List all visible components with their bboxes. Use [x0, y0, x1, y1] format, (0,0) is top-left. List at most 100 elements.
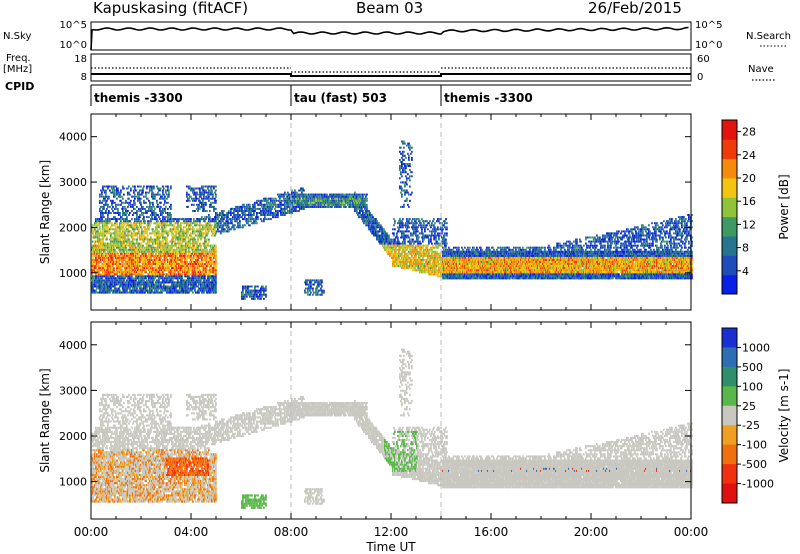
power-cell	[189, 245, 191, 247]
power-cell	[256, 222, 258, 224]
power-cell	[149, 249, 151, 251]
power-cell	[204, 284, 206, 286]
power-cell	[99, 226, 101, 228]
power-cell	[115, 208, 117, 210]
power-cell	[136, 239, 138, 241]
power-cell	[210, 265, 212, 267]
power-cell	[104, 249, 106, 251]
power-cell	[124, 206, 126, 208]
power-cell	[215, 265, 217, 267]
power-cell	[203, 194, 205, 196]
power-cell	[160, 206, 162, 208]
power-cell	[148, 222, 150, 224]
power-cell	[125, 208, 127, 210]
power-cell	[156, 186, 158, 188]
power-cell	[118, 284, 120, 286]
power-cell	[107, 269, 109, 271]
power-cell	[215, 286, 217, 288]
power-cell	[148, 192, 150, 194]
power-cell	[251, 296, 253, 298]
power-cell	[102, 200, 104, 202]
power-cell	[180, 226, 182, 228]
power-cell	[109, 228, 111, 230]
power-cell	[157, 192, 159, 194]
power-cell	[161, 196, 163, 198]
power-cell	[133, 243, 135, 245]
power-cell	[98, 259, 100, 261]
power-cell	[160, 198, 162, 200]
power-cell	[172, 269, 174, 271]
power-cell	[179, 288, 181, 290]
power-cell	[138, 226, 140, 228]
power-cell	[112, 210, 114, 212]
power-cell	[154, 290, 156, 292]
power-cell	[261, 212, 263, 214]
power-cell	[113, 232, 115, 234]
power-cell	[258, 200, 260, 202]
power-cell	[178, 245, 180, 247]
power-cell	[312, 288, 314, 290]
power-cell	[171, 243, 173, 245]
power-cell	[203, 226, 205, 228]
power-cell	[252, 208, 254, 210]
power-cell	[203, 249, 205, 251]
power-cell	[184, 220, 186, 222]
power-cell	[207, 253, 209, 255]
power-cell	[199, 220, 201, 222]
power-cell	[275, 216, 277, 218]
power-cell	[135, 253, 137, 255]
power-cell	[169, 257, 171, 259]
power-cell	[157, 290, 159, 292]
power-cell	[186, 263, 188, 265]
power-cell	[97, 230, 99, 232]
power-cell	[158, 226, 160, 228]
power-cell	[108, 196, 110, 198]
power-cell	[171, 220, 173, 222]
power-cell	[146, 230, 148, 232]
power-cell	[169, 220, 171, 222]
power-cell	[206, 226, 208, 228]
power-cell	[303, 190, 305, 192]
power-cell	[343, 194, 345, 196]
power-cell	[204, 279, 206, 281]
power-cell	[114, 222, 116, 224]
power-cell	[277, 216, 279, 218]
power-cell	[166, 232, 168, 234]
power-cell	[241, 208, 243, 210]
power-cell	[191, 188, 193, 190]
power-cell	[275, 212, 277, 214]
power-cell	[289, 210, 291, 212]
power-cell	[149, 259, 151, 261]
power-cell	[273, 216, 275, 218]
power-cell	[174, 249, 176, 251]
power-cell	[179, 292, 181, 294]
power-cell	[166, 198, 168, 200]
power-cell	[190, 224, 192, 226]
power-cell	[255, 286, 257, 288]
power-cell	[317, 294, 319, 296]
power-cell	[129, 275, 131, 277]
power-cell	[153, 247, 155, 249]
power-cell	[157, 292, 159, 294]
power-cell	[148, 220, 150, 222]
power-cell	[195, 200, 197, 202]
power-cell	[222, 216, 224, 218]
power-cell	[146, 237, 148, 239]
power-cell	[116, 220, 118, 222]
power-cell	[211, 292, 213, 294]
power-cell	[162, 210, 164, 212]
power-cell	[113, 275, 115, 277]
power-cell	[192, 247, 194, 249]
power-cell	[186, 235, 188, 237]
power-cell	[117, 210, 119, 212]
power-cell	[319, 196, 321, 198]
power-cell	[106, 196, 108, 198]
power-cell	[107, 232, 109, 234]
power-cell	[273, 214, 275, 216]
power-cell	[100, 230, 102, 232]
power-cell	[111, 188, 113, 190]
power-cell	[215, 288, 217, 290]
power-cell	[112, 241, 114, 243]
power-cell	[138, 263, 140, 265]
power-cell	[135, 279, 137, 281]
